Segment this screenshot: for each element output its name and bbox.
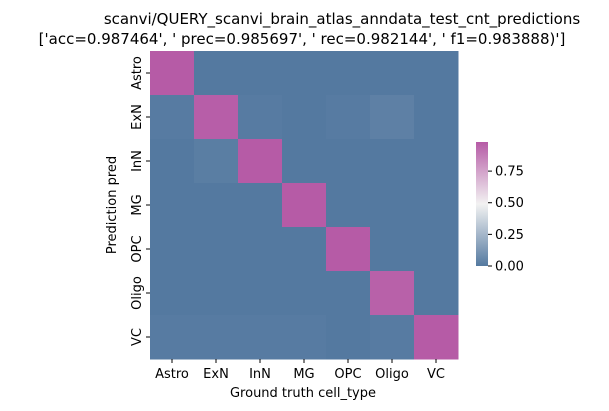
heatmap-cell bbox=[326, 227, 371, 272]
heatmap-cell bbox=[238, 227, 283, 272]
y-tick-label: VC bbox=[130, 328, 145, 346]
heatmap-cell bbox=[370, 183, 415, 228]
chart-title-line2: ['acc=0.987464', ' prec=0.985697', ' rec… bbox=[39, 30, 566, 48]
heatmap-cell bbox=[238, 183, 283, 228]
x-tick-label: InN bbox=[249, 367, 271, 382]
x-axis-label: Ground truth cell_type bbox=[230, 386, 376, 401]
heatmap-cell bbox=[326, 95, 371, 140]
heatmap-cell bbox=[238, 51, 283, 96]
heatmap-cell bbox=[194, 139, 239, 184]
colorbar-tick-label: 0.00 bbox=[495, 260, 524, 275]
heatmap-cell bbox=[150, 51, 195, 96]
heatmap-cell bbox=[194, 95, 239, 140]
y-tick-label: MG bbox=[130, 194, 145, 215]
heatmap-cell bbox=[150, 183, 195, 228]
x-tick-label: ExN bbox=[203, 367, 229, 382]
y-tick-label: ExN bbox=[130, 104, 145, 130]
colorbar-ticks: 0.00 0.25 0.50 0.75 bbox=[488, 165, 524, 275]
heatmap-cell bbox=[282, 227, 327, 272]
heatmap-cell bbox=[194, 51, 239, 96]
heatmap-cell bbox=[326, 315, 371, 360]
heatmap-cell bbox=[238, 139, 283, 184]
heatmap-cell bbox=[194, 271, 239, 316]
colorbar-tick-label: 0.25 bbox=[495, 228, 524, 243]
y-axis-label: Prediction pred bbox=[105, 156, 120, 254]
heatmap-cell bbox=[326, 139, 371, 184]
heatmap-cell bbox=[194, 183, 239, 228]
heatmap-cell bbox=[282, 183, 327, 228]
heatmap-cell bbox=[370, 227, 415, 272]
y-tick-label: OPC bbox=[130, 235, 145, 262]
heatmap-cell bbox=[282, 315, 327, 360]
heatmap-cells bbox=[150, 51, 459, 360]
y-tick-label: InN bbox=[130, 150, 145, 172]
heatmap-cell bbox=[414, 271, 459, 316]
x-tick-label: Oligo bbox=[375, 367, 409, 382]
heatmap-cell bbox=[370, 271, 415, 316]
y-tick-label: Astro bbox=[130, 56, 145, 90]
heatmap-cell bbox=[414, 315, 459, 360]
x-tick-label: MG bbox=[293, 367, 314, 382]
heatmap-cell bbox=[326, 271, 371, 316]
colorbar-tick-label: 0.50 bbox=[495, 196, 524, 211]
heatmap-cell bbox=[326, 183, 371, 228]
heatmap-cell bbox=[282, 95, 327, 140]
heatmap-cell bbox=[282, 271, 327, 316]
heatmap-cell bbox=[150, 227, 195, 272]
heatmap-cell bbox=[150, 95, 195, 140]
colorbar bbox=[476, 142, 488, 266]
heatmap-cell bbox=[414, 95, 459, 140]
heatmap-cell bbox=[282, 51, 327, 96]
chart-title-line1: scanvi/QUERY_scanvi_brain_atlas_anndata_… bbox=[104, 10, 581, 29]
heatmap-cell bbox=[370, 95, 415, 140]
heatmap-cell bbox=[370, 51, 415, 96]
y-axis-ticks: Astro ExN InN MG OPC Oligo VC bbox=[130, 56, 150, 346]
heatmap-cell bbox=[194, 227, 239, 272]
y-tick-label: Oligo bbox=[130, 276, 145, 310]
heatmap-cell bbox=[370, 315, 415, 360]
x-tick-label: Astro bbox=[155, 367, 189, 382]
heatmap-cell bbox=[238, 95, 283, 140]
x-tick-label: OPC bbox=[334, 367, 361, 382]
heatmap-cell bbox=[150, 139, 195, 184]
heatmap-cell bbox=[414, 227, 459, 272]
heatmap-cell bbox=[150, 315, 195, 360]
heatmap-cell bbox=[370, 139, 415, 184]
heatmap-cell bbox=[238, 271, 283, 316]
x-tick-label: VC bbox=[427, 367, 445, 382]
heatmap-cell bbox=[282, 139, 327, 184]
colorbar-tick-label: 0.75 bbox=[495, 165, 524, 180]
heatmap-cell bbox=[194, 315, 239, 360]
heatmap-cell bbox=[326, 51, 371, 96]
heatmap-cell bbox=[414, 183, 459, 228]
heatmap-cell bbox=[238, 315, 283, 360]
heatmap-cell bbox=[150, 271, 195, 316]
heatmap-cell bbox=[414, 139, 459, 184]
x-axis-ticks: Astro ExN InN MG OPC Oligo VC bbox=[155, 359, 445, 382]
heatmap-cell bbox=[414, 51, 459, 96]
